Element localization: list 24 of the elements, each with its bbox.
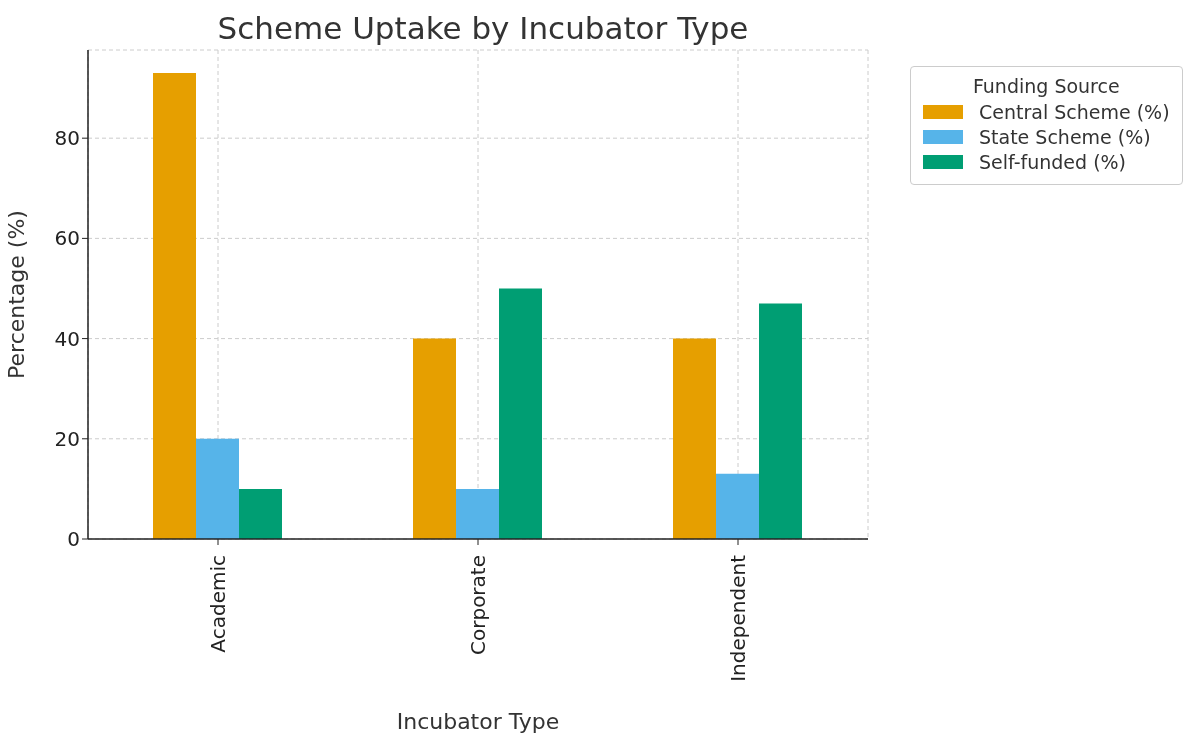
x-tick-label: Academic <box>206 555 230 653</box>
bar <box>413 338 456 539</box>
x-tick-label: Independent <box>726 554 750 682</box>
legend-title: Funding Source <box>971 75 1121 97</box>
bar <box>716 473 759 539</box>
legend-label: State Scheme (%) <box>979 126 1151 148</box>
bar <box>499 288 542 539</box>
bar <box>673 338 716 539</box>
y-axis-title: Percentage (%) <box>3 210 29 379</box>
y-tick-label: 60 <box>54 226 80 251</box>
bar <box>196 438 239 539</box>
y-tick-label: 0 <box>67 527 80 552</box>
legend-label: Self-funded (%) <box>979 151 1127 173</box>
bar <box>759 303 802 539</box>
x-axis-title: Incubator Type <box>396 709 560 734</box>
legend-label: Central Scheme (%) <box>979 101 1170 123</box>
y-tick-label: 80 <box>54 126 80 151</box>
y-tick-label: 40 <box>54 326 80 351</box>
bar <box>456 488 499 539</box>
x-tick-label: Corporate <box>466 555 490 655</box>
y-tick-label: 20 <box>54 426 80 451</box>
chart-title: Scheme Uptake by Incubator Type <box>216 10 750 46</box>
bar <box>239 488 282 539</box>
bar <box>153 73 196 539</box>
